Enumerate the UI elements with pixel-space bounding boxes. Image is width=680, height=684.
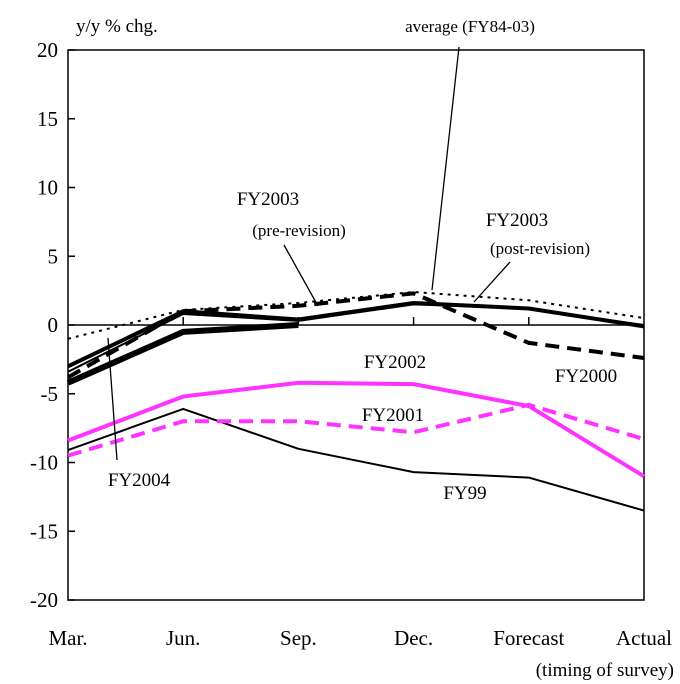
y-tick-label: -10 xyxy=(30,451,58,475)
leader-line xyxy=(284,245,318,306)
series-line-2 xyxy=(68,405,644,456)
annotation-label: FY2004 xyxy=(108,470,171,491)
annotation-label: FY2000 xyxy=(555,366,617,387)
x-tick-label: Sep. xyxy=(280,626,317,650)
leader-line xyxy=(432,47,459,290)
x-tick-label: Forecast xyxy=(493,626,564,650)
x-tick-label: Actual xyxy=(616,626,672,650)
annotation-label: FY2003 xyxy=(486,210,548,231)
annotations: average (FY84-03) FY2003 (pre-revision) FY2… xyxy=(108,17,617,504)
annotation-label: FY2002 xyxy=(364,352,426,373)
annotation-label: (pre-revision) xyxy=(252,221,345,240)
y-tick-label: 20 xyxy=(37,38,58,62)
y-tick-label: 5 xyxy=(48,244,59,268)
y-tick-label: 10 xyxy=(37,176,58,200)
annotation-leader-lines xyxy=(108,47,510,460)
y-tick-label: 15 xyxy=(37,107,58,131)
leader-line xyxy=(474,262,510,302)
annotation-label: average (FY84-03) xyxy=(405,17,535,36)
annotation-label: FY2001 xyxy=(362,405,424,426)
series-line-1 xyxy=(68,293,644,377)
y-tick-label: -15 xyxy=(30,519,58,543)
y-tick-label: 0 xyxy=(48,313,59,337)
x-tick-label: Dec. xyxy=(394,626,433,650)
annotation-label: FY2003 xyxy=(237,189,299,210)
y-tick-label: -5 xyxy=(41,382,59,406)
annotation-label: FY99 xyxy=(443,483,486,504)
x-tick-label: Jun. xyxy=(166,626,200,650)
annotation-label: (post-revision) xyxy=(490,239,590,258)
x-tick-label: Mar. xyxy=(48,626,87,650)
x-axis-label: (timing of survey) xyxy=(536,660,674,681)
y-axis-label: y/y % chg. xyxy=(76,16,158,37)
series-line-6 xyxy=(68,292,644,339)
y-tick-label: -20 xyxy=(30,588,58,612)
